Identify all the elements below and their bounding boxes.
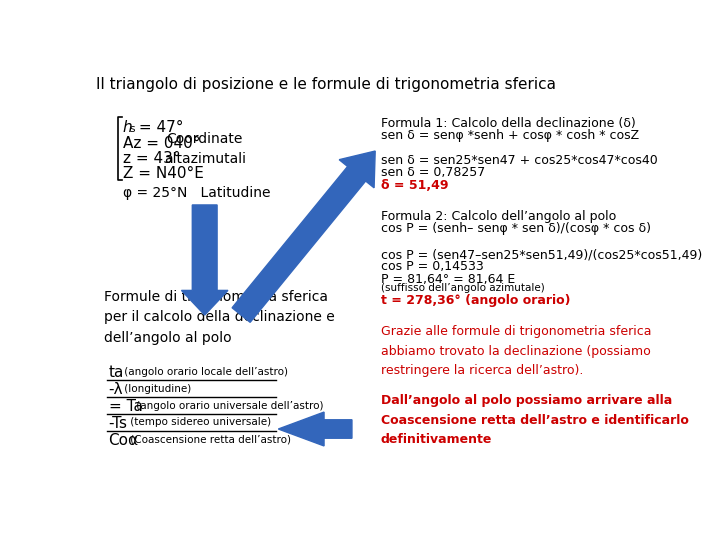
Text: Az = 040°: Az = 040° — [122, 136, 200, 151]
Text: s: s — [130, 124, 135, 134]
Text: Formule di trigonometria sferica
per il calcolo della declinazione e
dell’angolo: Formule di trigonometria sferica per il … — [104, 289, 335, 345]
Text: t = 278,36° (angolo orario): t = 278,36° (angolo orario) — [381, 294, 570, 307]
Text: (longitudine): (longitudine) — [121, 383, 192, 394]
Text: sen δ = 0,78257: sen δ = 0,78257 — [381, 166, 485, 179]
Polygon shape — [232, 151, 375, 322]
Text: Z = N40°E: Z = N40°E — [122, 166, 204, 181]
Text: Grazie alle formule di trigonometria sferica
abbiamo trovato la declinazione (po: Grazie alle formule di trigonometria sfe… — [381, 325, 651, 377]
Text: (angolo orario universale dell’astro): (angolo orario universale dell’astro) — [133, 401, 324, 410]
Text: Coordinate
altazimutali: Coordinate altazimutali — [163, 132, 246, 166]
Text: cos P = (sen47–sen25*sen51,49)/(cos25*cos51,49): cos P = (sen47–sen25*sen51,49)/(cos25*co… — [381, 248, 702, 261]
Text: P = 81,64° = 81,64 E: P = 81,64° = 81,64 E — [381, 273, 515, 286]
Text: (angolo orario locale dell’astro): (angolo orario locale dell’astro) — [121, 367, 288, 376]
Text: sen δ = sen25*sen47 + cos25*cos47*cos40: sen δ = sen25*sen47 + cos25*cos47*cos40 — [381, 154, 657, 167]
Text: Formula 2: Calcolo dell’angolo al polo: Formula 2: Calcolo dell’angolo al polo — [381, 210, 616, 222]
Text: sen δ = senφ *senh + cosφ * cosh * cosZ: sen δ = senφ *senh + cosφ * cosh * cosZ — [381, 130, 639, 143]
Text: cos P = 0,14533: cos P = 0,14533 — [381, 260, 483, 273]
Polygon shape — [181, 205, 228, 315]
Text: (Coascensione retta dell’astro): (Coascensione retta dell’astro) — [127, 434, 291, 444]
Polygon shape — [279, 412, 352, 446]
Text: φ = 25°N   Latitudine: φ = 25°N Latitudine — [122, 186, 270, 200]
Text: cos P = (senh– senφ * sen δ)/(cosφ * cos δ): cos P = (senh– senφ * sen δ)/(cosφ * cos… — [381, 222, 651, 235]
Text: Coα: Coα — [109, 433, 139, 448]
Text: ta: ta — [109, 365, 124, 380]
Text: = Ta: = Ta — [109, 399, 143, 414]
Text: Il triangolo di posizione e le formule di trigonometria sferica: Il triangolo di posizione e le formule d… — [96, 77, 557, 92]
Text: (suffisso dell’angolo azimutale): (suffisso dell’angolo azimutale) — [381, 284, 544, 293]
Text: δ = 51,49: δ = 51,49 — [381, 179, 448, 192]
Text: (tempo sidereo universale): (tempo sidereo universale) — [127, 417, 271, 428]
Text: -λ: -λ — [109, 382, 123, 397]
Text: h: h — [122, 120, 132, 135]
Text: Dall’angolo al polo possiamo arrivare alla
Coascensione retta dell’astro e ident: Dall’angolo al polo possiamo arrivare al… — [381, 394, 688, 447]
Text: z = 43°: z = 43° — [122, 151, 180, 166]
Text: -Ts: -Ts — [109, 416, 127, 431]
Text: Formula 1: Calcolo della declinazione (δ): Formula 1: Calcolo della declinazione (δ… — [381, 117, 635, 130]
Text: = 47°: = 47° — [134, 120, 184, 135]
